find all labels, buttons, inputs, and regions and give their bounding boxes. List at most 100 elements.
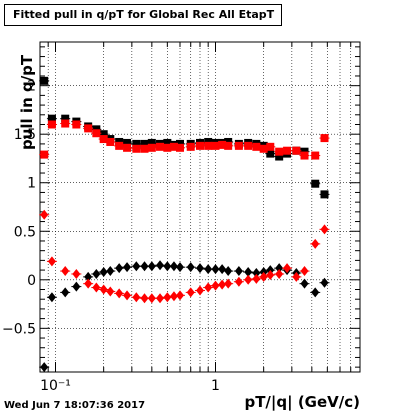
- data-point: [169, 142, 178, 151]
- data-point: [204, 264, 213, 275]
- data-point: [99, 130, 108, 139]
- data-point: [311, 238, 320, 249]
- series-1: [39, 119, 330, 160]
- data-point: [311, 179, 320, 188]
- data-point: [47, 256, 56, 267]
- data-point: [72, 120, 81, 129]
- x-tick-label: 10⁻¹: [40, 378, 71, 394]
- data-point: [224, 278, 233, 289]
- data-point: [99, 135, 108, 144]
- data-point: [300, 266, 309, 277]
- data-point: [72, 268, 81, 279]
- data-point: [275, 147, 284, 156]
- data-point: [106, 137, 115, 146]
- data-point: [61, 119, 70, 128]
- data-point: [186, 142, 195, 151]
- data-point: [123, 138, 132, 147]
- data-point: [176, 262, 185, 273]
- data-point: [234, 276, 243, 287]
- data-point: [196, 263, 204, 274]
- data-point: [211, 141, 220, 150]
- data-series: [39, 76, 330, 373]
- data-point: [92, 129, 101, 138]
- data-point: [115, 263, 124, 274]
- timestamp: Wed Jun 7 18:07:36 2017: [4, 400, 146, 411]
- data-point: [123, 262, 132, 273]
- data-point: [92, 268, 101, 279]
- data-point: [186, 287, 195, 298]
- grid: [39, 42, 361, 372]
- x-tick-label: 1: [211, 378, 220, 394]
- data-point: [275, 152, 284, 161]
- y-tick-label: −0.5: [2, 321, 36, 337]
- data-point: [311, 287, 320, 298]
- data-point: [218, 264, 227, 275]
- data-point: [123, 290, 132, 301]
- data-point: [61, 266, 70, 277]
- series-3: [39, 209, 330, 304]
- y-tick-label: 0: [27, 273, 36, 289]
- data-point: [244, 141, 253, 150]
- data-point: [234, 141, 243, 150]
- data-point: [84, 124, 93, 133]
- data-point: [266, 149, 275, 158]
- data-point: [163, 138, 172, 147]
- data-point: [72, 281, 81, 292]
- data-point: [320, 134, 329, 143]
- data-point: [40, 76, 49, 85]
- data-point: [283, 146, 292, 155]
- data-point: [186, 262, 195, 273]
- data-point: [163, 143, 172, 152]
- data-point: [259, 271, 268, 282]
- data-point: [40, 150, 49, 159]
- chart-title: Fitted pull in q/pT for Global Rec All E…: [13, 8, 275, 21]
- data-point: [252, 273, 261, 284]
- data-point: [266, 142, 275, 151]
- data-point: [106, 266, 115, 277]
- data-point: [292, 271, 301, 282]
- data-point: [320, 277, 329, 288]
- y-tick-label: 2: [27, 79, 36, 95]
- data-point: [47, 292, 56, 303]
- data-point: [106, 286, 115, 297]
- data-point: [132, 261, 141, 272]
- data-point: [147, 293, 156, 304]
- data-point: [61, 287, 70, 298]
- data-point: [218, 279, 227, 290]
- data-point: [169, 261, 178, 272]
- data-point: [283, 263, 292, 274]
- data-point: [224, 141, 233, 150]
- data-point: [244, 267, 253, 278]
- y-axis-label: pull in q/pT: [18, 54, 36, 150]
- data-point: [40, 209, 49, 220]
- data-point: [320, 190, 329, 199]
- data-point: [244, 274, 253, 285]
- data-point: [147, 261, 156, 272]
- data-point: [99, 267, 108, 278]
- data-point: [163, 292, 172, 303]
- y-tick-label: 1: [27, 176, 36, 192]
- data-point: [176, 143, 185, 152]
- data-point: [84, 278, 93, 289]
- data-point: [84, 271, 93, 282]
- data-point: [40, 362, 49, 373]
- data-point: [156, 142, 165, 151]
- data-point: [92, 282, 101, 293]
- data-point: [196, 285, 204, 296]
- data-point: [140, 139, 149, 148]
- data-point: [123, 143, 132, 152]
- data-point: [132, 292, 141, 303]
- data-point: [196, 141, 204, 150]
- data-point: [218, 140, 227, 149]
- data-point: [47, 114, 56, 123]
- data-point: [224, 266, 233, 277]
- data-point: [176, 290, 185, 301]
- data-point: [147, 138, 156, 147]
- data-point: [234, 266, 243, 277]
- data-point: [115, 141, 124, 150]
- data-point: [300, 151, 309, 160]
- data-point: [204, 141, 213, 150]
- data-point: [275, 268, 284, 279]
- data-point: [292, 146, 301, 155]
